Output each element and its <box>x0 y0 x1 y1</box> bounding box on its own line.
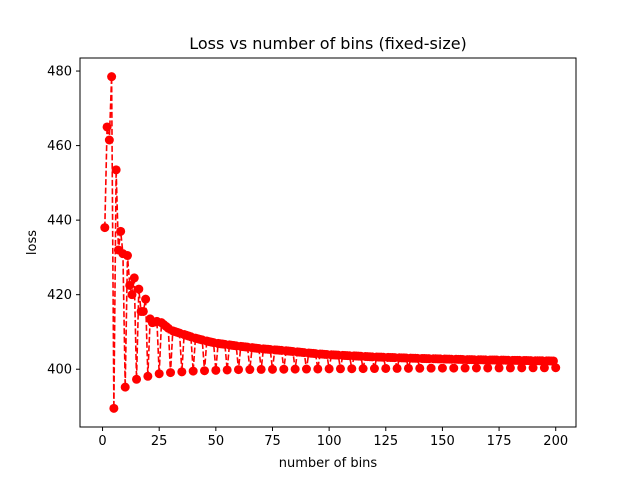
data-point <box>256 364 266 374</box>
data-point <box>313 364 323 374</box>
data-point <box>104 135 114 145</box>
y-tick-label: 420 <box>47 288 72 303</box>
data-point <box>483 363 493 373</box>
x-tick-label: 25 <box>151 434 168 449</box>
x-tick-label: 0 <box>98 434 106 449</box>
data-point <box>358 364 368 374</box>
data-point <box>426 363 436 373</box>
data-point <box>290 364 300 374</box>
data-point <box>122 251 132 261</box>
data-point <box>125 280 135 290</box>
data-point <box>132 374 142 384</box>
chart-title: Loss vs number of bins (fixed-size) <box>189 34 467 53</box>
data-point <box>120 382 130 392</box>
data-point <box>539 363 549 373</box>
data-point <box>138 306 148 316</box>
y-tick-label: 400 <box>47 363 72 378</box>
x-axis: 0 25 50 75 100 125 150 175 200 <box>98 427 568 449</box>
data-point <box>471 363 481 373</box>
data-point <box>222 365 232 375</box>
x-tick-label: 175 <box>487 434 512 449</box>
plot-area <box>100 72 561 413</box>
data-point <box>279 364 289 374</box>
data-point <box>548 356 558 366</box>
data-point <box>111 165 121 175</box>
data-point <box>134 284 144 294</box>
data-point <box>177 367 187 377</box>
x-tick-label: 100 <box>317 434 342 449</box>
y-axis-label: loss <box>25 230 40 255</box>
y-tick-label: 440 <box>47 214 72 229</box>
data-point <box>301 364 311 374</box>
y-tick-label: 460 <box>47 139 72 154</box>
data-point <box>449 363 459 373</box>
data-point <box>116 226 126 236</box>
data-point <box>143 371 153 381</box>
data-point <box>369 364 379 374</box>
data-point <box>267 364 277 374</box>
x-tick-label: 125 <box>373 434 398 449</box>
data-point <box>415 363 425 373</box>
data-point <box>127 290 137 300</box>
data-point <box>102 122 112 132</box>
data-point <box>141 294 151 304</box>
data-point <box>107 72 117 82</box>
x-tick-label: 200 <box>543 434 568 449</box>
data-point <box>100 223 110 233</box>
data-point <box>437 363 447 373</box>
y-tick-label: 480 <box>47 65 72 80</box>
data-point <box>324 364 334 374</box>
y-axis: 400 420 440 460 480 <box>47 65 80 378</box>
data-point <box>335 364 345 374</box>
data-point <box>517 363 527 373</box>
x-tick-label: 75 <box>264 434 281 449</box>
data-point <box>129 273 139 283</box>
data-point <box>166 368 176 378</box>
data-point <box>494 363 504 373</box>
data-point <box>154 369 164 379</box>
data-point <box>109 403 119 413</box>
data-point <box>528 363 538 373</box>
data-point <box>211 365 221 375</box>
x-tick-label: 150 <box>430 434 455 449</box>
plot-frame <box>79 57 577 428</box>
x-tick-label: 50 <box>208 434 225 449</box>
data-point <box>188 366 198 376</box>
data-point <box>245 365 255 375</box>
data-point <box>460 363 470 373</box>
data-point <box>392 363 402 373</box>
x-axis-label: number of bins <box>279 456 378 471</box>
data-point <box>381 363 391 373</box>
data-point <box>347 364 357 374</box>
data-point <box>234 365 243 375</box>
data-point <box>505 363 515 373</box>
data-point <box>403 363 413 373</box>
data-point <box>200 366 210 376</box>
data-point <box>551 363 561 373</box>
